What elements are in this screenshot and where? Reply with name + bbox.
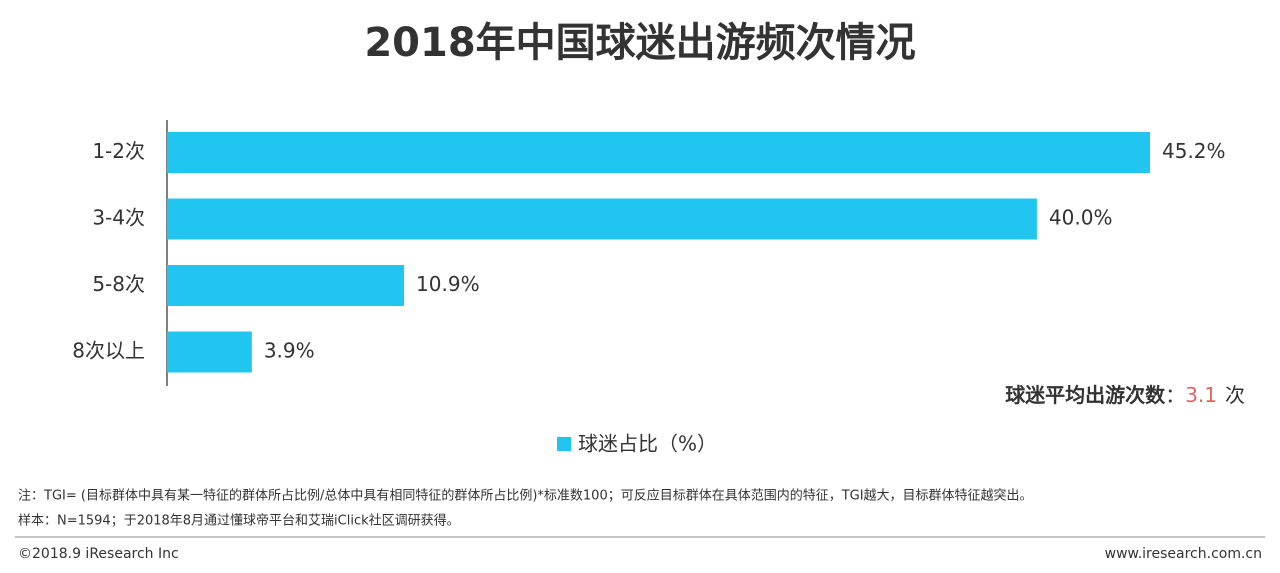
footer-left: ©2018.9 iResearch Inc: [18, 546, 179, 562]
legend-swatch: [557, 437, 571, 451]
category-label: 5-8次: [92, 272, 145, 296]
category-label: 3-4次: [92, 206, 145, 230]
value-label: 40.0%: [1049, 206, 1113, 230]
note: 注：TGI= (目标群体中具有某一特征的群体所占比例/总体中具有相同特征的群体所…: [18, 488, 1033, 504]
annotation-label: 球迷平均出游次数: [1005, 383, 1166, 407]
annotation: 球迷平均出游次数：3.1 次: [1005, 383, 1245, 407]
chart-title: 2018年中国球迷出游频次情况: [364, 20, 915, 66]
bar: [167, 132, 1150, 173]
annotation-separator: ：: [1165, 383, 1185, 407]
bar: [167, 265, 405, 306]
footer-right: www.iresearch.com.cn: [1105, 546, 1262, 562]
bar: [167, 198, 1037, 240]
bar: [167, 331, 252, 373]
category-label: 8次以上: [72, 339, 145, 363]
category-label: 1-2次: [92, 139, 145, 163]
value-label: 3.9%: [264, 339, 315, 363]
legend-label: 球迷占比（%）: [578, 432, 717, 456]
annotation-value: 3.1: [1185, 383, 1217, 407]
value-label: 45.2%: [1162, 139, 1226, 163]
value-label: 10.9%: [416, 272, 480, 296]
annotation-unit: 次: [1225, 383, 1245, 407]
note: 样本：N=1594；于2018年8月通过懂球帝平台和艾瑞iClick社区调研获得…: [18, 513, 460, 529]
